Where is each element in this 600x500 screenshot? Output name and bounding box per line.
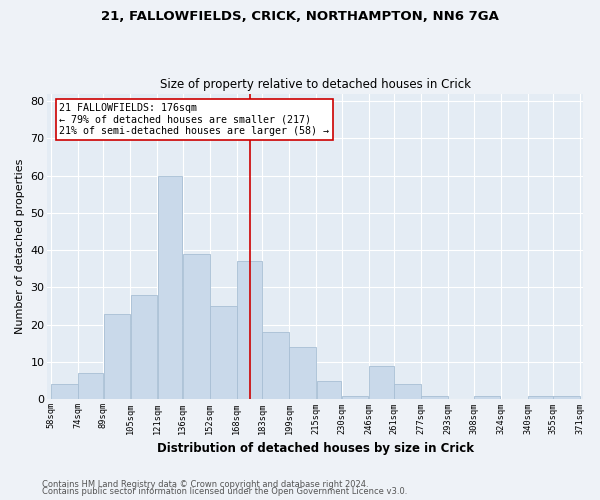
X-axis label: Distribution of detached houses by size in Crick: Distribution of detached houses by size …: [157, 442, 474, 455]
Y-axis label: Number of detached properties: Number of detached properties: [15, 159, 25, 334]
Title: Size of property relative to detached houses in Crick: Size of property relative to detached ho…: [160, 78, 471, 91]
Bar: [421, 396, 448, 400]
Bar: [104, 314, 130, 400]
Bar: [237, 262, 262, 400]
Bar: [51, 384, 77, 400]
Bar: [131, 295, 157, 400]
Bar: [158, 176, 182, 400]
Bar: [183, 254, 209, 400]
Bar: [474, 396, 500, 400]
Text: 21, FALLOWFIELDS, CRICK, NORTHAMPTON, NN6 7GA: 21, FALLOWFIELDS, CRICK, NORTHAMPTON, NN…: [101, 10, 499, 23]
Bar: [394, 384, 421, 400]
Text: Contains public sector information licensed under the Open Government Licence v3: Contains public sector information licen…: [42, 487, 407, 496]
Bar: [369, 366, 394, 400]
Bar: [528, 396, 553, 400]
Bar: [553, 396, 580, 400]
Bar: [78, 374, 103, 400]
Bar: [342, 396, 368, 400]
Bar: [317, 380, 341, 400]
Text: Contains HM Land Registry data © Crown copyright and database right 2024.: Contains HM Land Registry data © Crown c…: [42, 480, 368, 489]
Bar: [262, 332, 289, 400]
Bar: [289, 347, 316, 400]
Bar: [210, 306, 236, 400]
Text: 21 FALLOWFIELDS: 176sqm
← 79% of detached houses are smaller (217)
21% of semi-d: 21 FALLOWFIELDS: 176sqm ← 79% of detache…: [59, 103, 329, 136]
